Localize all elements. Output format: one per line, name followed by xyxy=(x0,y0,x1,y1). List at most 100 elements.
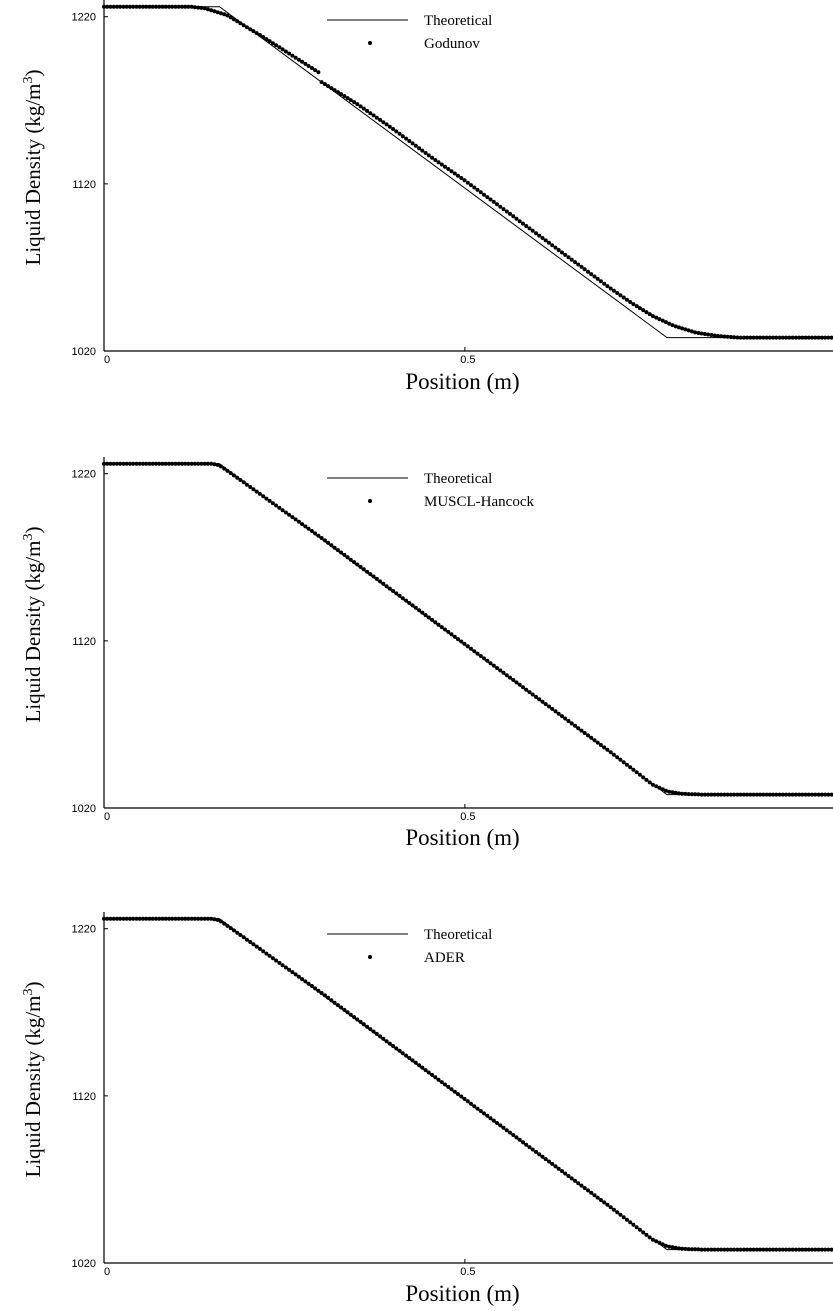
data-point xyxy=(527,690,532,695)
data-point xyxy=(771,792,776,797)
data-point xyxy=(407,1056,412,1060)
data-point xyxy=(144,461,149,466)
data-point xyxy=(303,524,308,529)
data-point xyxy=(394,1046,399,1051)
data-point xyxy=(186,916,191,921)
data-point xyxy=(780,792,785,797)
data-point xyxy=(741,335,746,340)
data-point xyxy=(673,790,678,795)
data-point xyxy=(196,916,201,921)
data-point xyxy=(261,949,266,954)
data-point xyxy=(654,1239,659,1244)
data-point xyxy=(400,1051,405,1056)
data-point xyxy=(482,656,486,661)
data-point xyxy=(147,916,152,921)
data-point xyxy=(712,1247,717,1252)
data-point xyxy=(443,1082,447,1087)
data-point xyxy=(602,281,607,286)
data-point xyxy=(433,620,438,625)
data-point xyxy=(348,1012,353,1017)
legend: Theoretical MUSCL-Hancock xyxy=(327,471,534,510)
data-point xyxy=(365,108,370,113)
data-point xyxy=(322,538,327,543)
data-point xyxy=(478,1109,483,1113)
data-point xyxy=(517,1137,522,1142)
data-point xyxy=(530,1147,535,1152)
data-point xyxy=(592,738,597,743)
data-point xyxy=(163,916,168,921)
data-point xyxy=(374,1031,379,1036)
data-point xyxy=(335,1003,340,1008)
data-point xyxy=(472,649,477,654)
data-point xyxy=(222,466,227,471)
data-point xyxy=(173,4,178,9)
data-point xyxy=(348,98,353,103)
data-point xyxy=(543,1157,548,1162)
data-point xyxy=(485,1113,490,1118)
data-point xyxy=(209,916,214,921)
data-point xyxy=(290,515,295,520)
data-point xyxy=(504,1128,509,1133)
data-point xyxy=(244,25,249,30)
data-point xyxy=(657,785,662,790)
data-point xyxy=(598,743,603,747)
data-point xyxy=(267,953,272,958)
data-point xyxy=(212,462,217,467)
data-point xyxy=(774,335,779,340)
data-point xyxy=(449,632,454,637)
data-point xyxy=(381,1036,386,1041)
data-point xyxy=(797,1247,802,1252)
data-point xyxy=(475,187,480,192)
data-point xyxy=(550,1161,555,1166)
data-point xyxy=(251,29,256,34)
data-point xyxy=(446,629,451,634)
data-point xyxy=(780,1247,785,1252)
data-point xyxy=(443,627,447,632)
data-point xyxy=(725,1247,730,1252)
data-point xyxy=(313,68,318,73)
data-point xyxy=(205,7,210,12)
data-point xyxy=(180,916,184,921)
data-point xyxy=(728,335,733,339)
data-point xyxy=(374,115,379,120)
data-point xyxy=(306,526,311,531)
legend: Theoretical ADER xyxy=(327,927,492,966)
data-point xyxy=(819,335,824,340)
data-point xyxy=(715,792,720,797)
data-point xyxy=(647,1235,652,1240)
data-point xyxy=(637,772,642,777)
data-point xyxy=(186,461,191,466)
data-point xyxy=(254,489,259,494)
data-point xyxy=(569,257,574,262)
data-point xyxy=(410,141,415,146)
data-point xyxy=(225,468,230,473)
data-point xyxy=(553,1164,558,1169)
data-point xyxy=(420,1065,425,1070)
y-tick-label: 1020 xyxy=(72,803,96,815)
data-point xyxy=(797,335,802,340)
data-point xyxy=(699,331,704,336)
data-point xyxy=(293,55,298,60)
data-point xyxy=(595,740,600,745)
data-point xyxy=(469,646,473,651)
data-point xyxy=(634,770,639,775)
data-point xyxy=(774,1247,779,1252)
data-point xyxy=(767,792,772,797)
x-tick-label: 0 xyxy=(104,354,110,366)
data-point xyxy=(517,219,522,224)
data-point xyxy=(121,461,126,466)
x-tick-label: 0.5 xyxy=(460,354,475,366)
data-point xyxy=(534,1149,538,1154)
data-point xyxy=(816,1247,821,1252)
data-point xyxy=(141,916,145,921)
data-point xyxy=(452,171,457,176)
data-point xyxy=(728,792,733,797)
data-point xyxy=(732,335,737,340)
data-point xyxy=(517,682,522,687)
data-point xyxy=(202,916,207,921)
data-point xyxy=(439,625,444,630)
data-point xyxy=(423,1068,428,1073)
data-point xyxy=(767,335,772,340)
data-point xyxy=(134,916,139,921)
data-point xyxy=(608,286,613,291)
